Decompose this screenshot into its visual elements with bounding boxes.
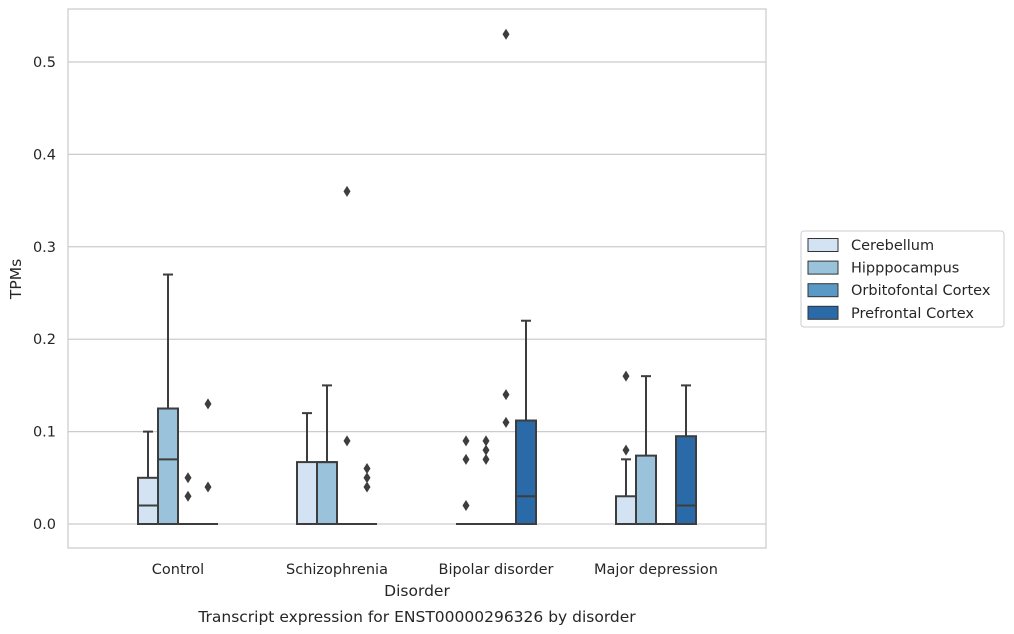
outlier-point [363, 463, 371, 475]
legend-swatch [807, 260, 839, 275]
box-group [615, 370, 637, 525]
outlier-point [482, 444, 490, 456]
x-tick-label: Schizophrenia [286, 562, 388, 578]
outlier-point [622, 370, 630, 382]
legend: Cerebellum Hipppocampus Orbitofontal Corte… [800, 230, 1005, 328]
box-group [515, 319, 537, 525]
box-group [456, 435, 476, 525]
box-group [316, 384, 338, 526]
legend-label: Cerebellum [851, 238, 934, 254]
box-group [337, 185, 357, 525]
y-tick-label: 0.2 [33, 332, 56, 348]
x-axis-ticks: Control Schizophrenia Bipolar disorder Majo… [152, 562, 718, 578]
box-group [635, 375, 657, 525]
legend-label: Orbitofontal Cortex [851, 283, 991, 299]
box-group [476, 435, 496, 525]
box-rect [615, 495, 637, 525]
y-tick-label: 0.4 [33, 147, 56, 163]
outlier-point [462, 500, 470, 512]
outlier-point [462, 435, 470, 447]
box-rect [316, 461, 338, 526]
outlier-point [482, 453, 490, 465]
outlier-point [363, 472, 371, 484]
outlier-point [502, 416, 510, 428]
legend-label: Prefrontal Cortex [851, 306, 974, 322]
box-group [296, 412, 318, 526]
box-rect [137, 476, 159, 525]
y-tick-label: 0.3 [33, 240, 56, 256]
y-tick-label: 0.1 [33, 425, 56, 441]
box-group [157, 273, 179, 525]
box-rect [515, 419, 537, 525]
y-tick-label: 0.0 [33, 517, 56, 533]
y-axis-ticks: 0.0 0.1 0.2 0.3 0.4 0.5 [33, 55, 56, 533]
x-axis-label: Disorder [384, 582, 450, 600]
outlier-point [462, 453, 470, 465]
outlier-point [184, 490, 192, 502]
outlier-point [622, 444, 630, 456]
box-rect [296, 461, 318, 526]
outlier-point [343, 435, 351, 447]
outlier-point [502, 28, 510, 40]
box-group [357, 463, 377, 525]
outlier-point [363, 481, 371, 493]
box-rect [157, 407, 179, 525]
y-tick-label: 0.5 [33, 55, 56, 71]
outlier-point [204, 398, 212, 410]
legend-swatch [807, 305, 839, 320]
chart-caption: Transcript expression for ENST0000029632… [197, 608, 636, 626]
legend-frame [800, 230, 1005, 328]
box-group [137, 430, 159, 525]
box-group [675, 384, 697, 525]
legend-label: Hipppocampus [851, 261, 959, 277]
outlier-point [343, 185, 351, 197]
plot-frame [67, 8, 767, 549]
outlier-point [184, 472, 192, 484]
box-group [198, 398, 218, 525]
y-axis-label: TPMs [7, 259, 25, 300]
x-tick-label: Control [152, 562, 204, 578]
outlier-point [204, 481, 212, 493]
box-rect [675, 435, 697, 525]
x-tick-label: Bipolar disorder [439, 562, 554, 578]
outlier-point [502, 389, 510, 401]
legend-swatch [807, 238, 839, 252]
box-rect [635, 454, 657, 525]
legend-swatch [807, 283, 839, 298]
box-group [178, 472, 198, 525]
box-group [496, 28, 516, 525]
outlier-point [482, 435, 490, 447]
boxes-layer [137, 28, 697, 526]
x-tick-label: Major depression [594, 562, 718, 578]
